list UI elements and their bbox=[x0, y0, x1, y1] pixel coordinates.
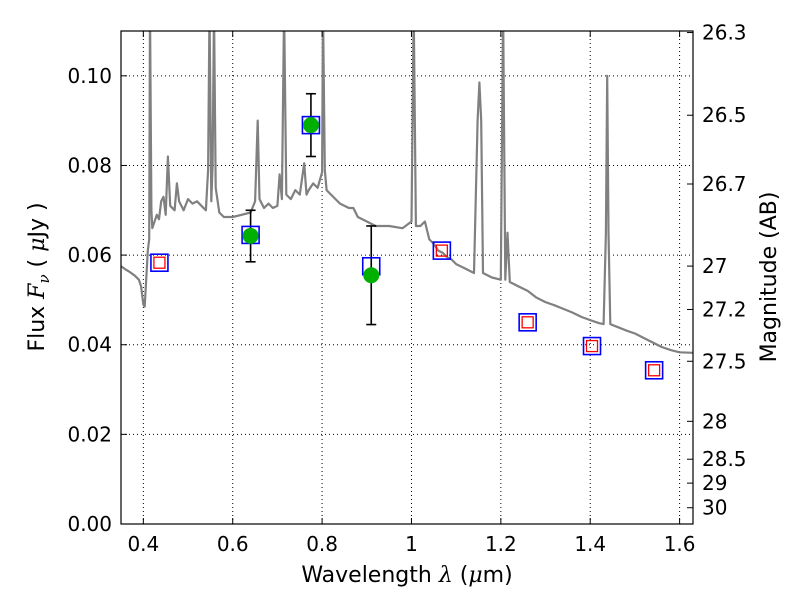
model-square-marker bbox=[518, 313, 537, 332]
y-tick-label: 0.04 bbox=[67, 333, 112, 357]
model-square-marker bbox=[150, 253, 169, 273]
plot-frame bbox=[120, 30, 694, 525]
spectrum-line bbox=[121, 31, 693, 354]
y2-tick-label: 28.5 bbox=[702, 447, 747, 471]
y2-tick-label: 28 bbox=[702, 409, 727, 433]
model-square-marker bbox=[432, 241, 452, 260]
y-tick-label: 0.00 bbox=[67, 512, 112, 536]
x-axis-label: Wavelength λ (μm) bbox=[301, 563, 512, 588]
spectrum-layer bbox=[121, 31, 693, 354]
y-axis-label: Flux Fν ( μJy ) bbox=[25, 202, 53, 351]
upper-limit-marker bbox=[435, 244, 449, 257]
x-tick-label: 1.2 bbox=[485, 532, 517, 556]
upper-limit-marker bbox=[153, 256, 166, 269]
model-square-marker bbox=[301, 115, 321, 135]
observed-point bbox=[363, 267, 380, 284]
y2-tick-label: 30 bbox=[702, 496, 727, 520]
x-tick-label: 1.6 bbox=[664, 532, 696, 556]
x-tick-label: 1.4 bbox=[574, 532, 606, 556]
y-tick-label: 0.10 bbox=[67, 64, 112, 88]
model-square-marker bbox=[644, 360, 664, 380]
y2-tick-label: 27.5 bbox=[702, 349, 747, 373]
y2-axis-label: Magnitude (AB) bbox=[757, 192, 782, 363]
observed-point bbox=[302, 117, 319, 134]
x-tick-label: 0.6 bbox=[217, 532, 249, 556]
upper-limit-marker bbox=[647, 364, 661, 377]
model-square-marker bbox=[582, 336, 602, 356]
x-tick-label: 1 bbox=[405, 532, 418, 556]
x-tick-label: 0.4 bbox=[127, 532, 159, 556]
upper-limit-marker bbox=[521, 316, 534, 329]
y2-tick-label: 26.5 bbox=[702, 103, 747, 127]
y2-tick-label: 29 bbox=[702, 471, 727, 495]
tick-layer: 0.4 0.6 0.8 1 1.2 1.4 1.6 0.00 0.02 0.04 0.06 0.08 0… bbox=[67, 21, 746, 556]
y2-tick-label: 26.7 bbox=[702, 172, 747, 196]
y2-tick-label: 26.3 bbox=[702, 21, 747, 45]
observed-point bbox=[242, 227, 259, 244]
marker-layer bbox=[150, 115, 664, 380]
y-tick-label: 0.06 bbox=[67, 243, 112, 267]
y-tick-label: 0.02 bbox=[67, 422, 112, 446]
y-tick-label: 0.08 bbox=[67, 153, 112, 177]
y2-tick-label: 27 bbox=[702, 254, 727, 278]
x-tick-label: 0.8 bbox=[306, 532, 338, 556]
upper-limit-marker bbox=[585, 339, 599, 353]
y2-tick-label: 27.2 bbox=[702, 297, 747, 321]
